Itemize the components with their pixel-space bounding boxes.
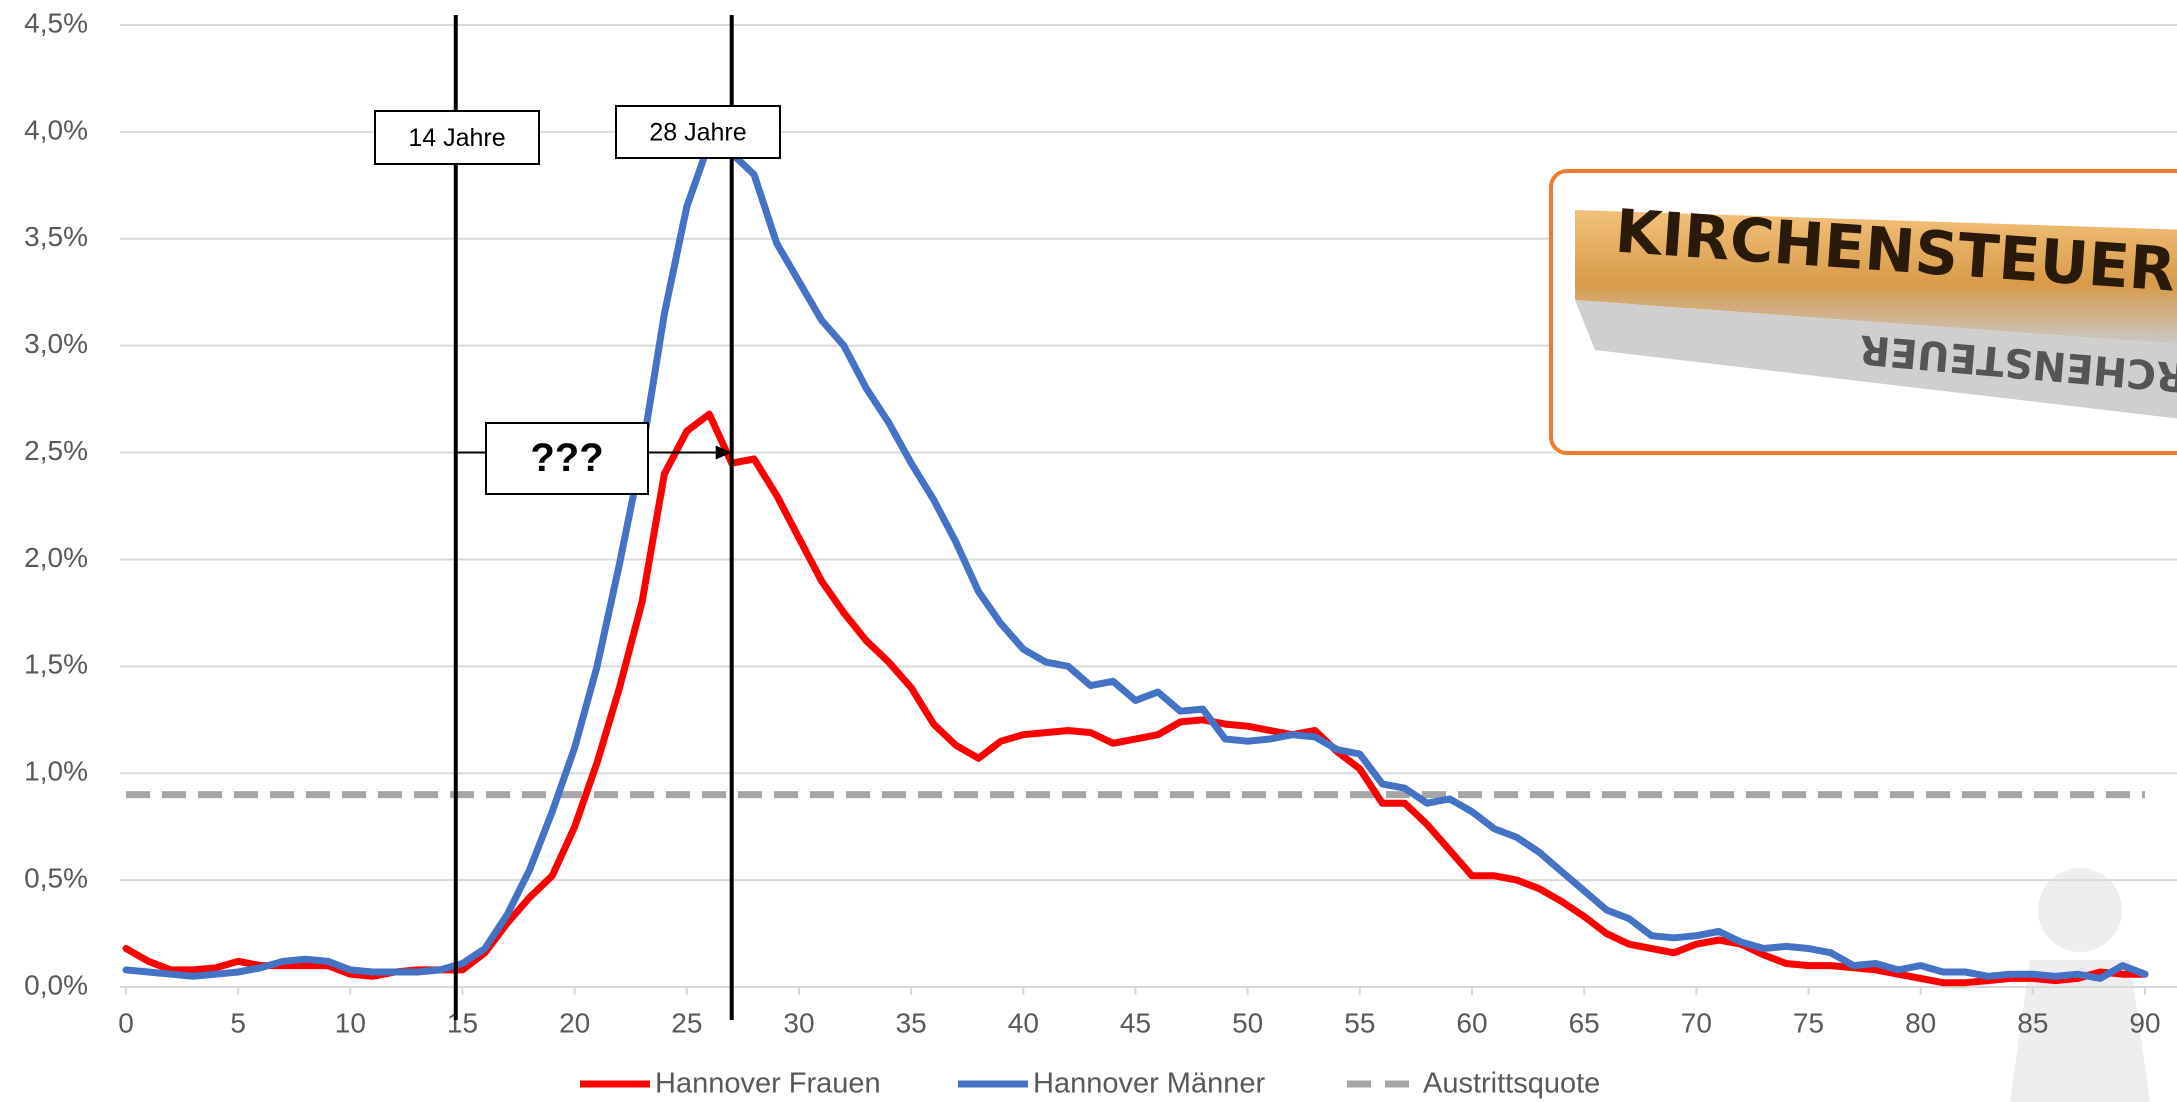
y-tick-label: 4,5%	[24, 7, 88, 38]
x-tick-label: 0	[118, 1007, 134, 1038]
y-tick-label: 3,5%	[24, 221, 88, 252]
x-tick-label: 75	[1793, 1007, 1824, 1038]
x-tick-label: 90	[2129, 1007, 2160, 1038]
x-tick-label: 15	[447, 1007, 478, 1038]
y-tick-label: 4,0%	[24, 114, 88, 145]
x-tick-label: 25	[671, 1007, 702, 1038]
chart: 0,0% 0,5% 1,0% 1,5% 2,0% 2,5% 3,0% 3,5% 4,0% 4,5%…	[0, 0, 2177, 1102]
y-tick-label: 1,0%	[24, 756, 88, 787]
x-tick-label: 30	[783, 1007, 814, 1038]
x-tick-label: 40	[1008, 1007, 1039, 1038]
legend-label: Austrittsquote	[1423, 1068, 1600, 1100]
x-tick-label: 50	[1232, 1007, 1263, 1038]
y-tick-label: 1,5%	[24, 649, 88, 680]
x-tick-label: 80	[1905, 1007, 1936, 1038]
x-tick-label: 10	[335, 1007, 366, 1038]
x-tick-label: 5	[230, 1007, 246, 1038]
legend-label: Hannover Frauen	[655, 1068, 881, 1100]
y-tick-label: 3,0%	[24, 328, 88, 359]
x-tick-label: 55	[1344, 1007, 1375, 1038]
y-tick-label: 0,0%	[24, 969, 88, 1000]
y-tick-label: 2,0%	[24, 542, 88, 573]
x-tick-label: 65	[1569, 1007, 1600, 1038]
x-tick-label: 60	[1456, 1007, 1487, 1038]
x-tick-label: 85	[2017, 1007, 2048, 1038]
x-tick-label: 45	[1120, 1007, 1151, 1038]
annotation-label: 14 Jahre	[408, 124, 505, 152]
person-silhouette	[2010, 868, 2150, 1102]
x-tick-label: 20	[559, 1007, 590, 1038]
legend-label: Hannover Männer	[1033, 1068, 1265, 1100]
y-tick-label: 0,5%	[24, 863, 88, 894]
annotation-label: 28 Jahre	[649, 119, 746, 147]
x-tick-label: 35	[896, 1007, 927, 1038]
y-tick-label: 2,5%	[24, 435, 88, 466]
annotation-label: ???	[530, 436, 603, 480]
x-tick-label: 70	[1681, 1007, 1712, 1038]
kirchensteuer-image: KIRCHENSTEUER KIRCHENSTEUER	[1549, 169, 2177, 455]
